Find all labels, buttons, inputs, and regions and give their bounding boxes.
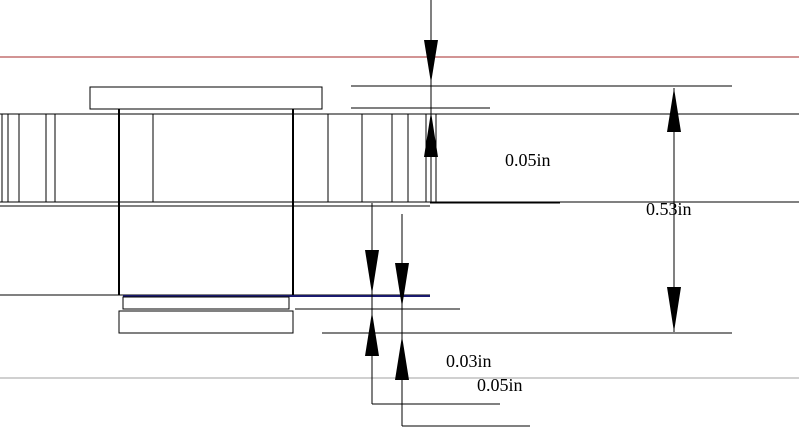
dim-lower-gap-b [395,214,530,427]
dim-label-overall-height: 0.53in [646,199,692,219]
bottom-plate [118,310,294,334]
lower-inner-plate [122,296,290,310]
dim-lower-gap-a [365,203,500,405]
dim-label-lower-gap-a: 0.03in [446,351,492,371]
dim-label-lower-gap-b: 0.05in [477,375,523,395]
dim-overall-height [667,88,681,332]
top-plate [89,86,323,110]
dim-top-gap [424,0,438,203]
dim-label-top-gap: 0.05in [505,150,551,170]
band-slats [1,109,437,295]
